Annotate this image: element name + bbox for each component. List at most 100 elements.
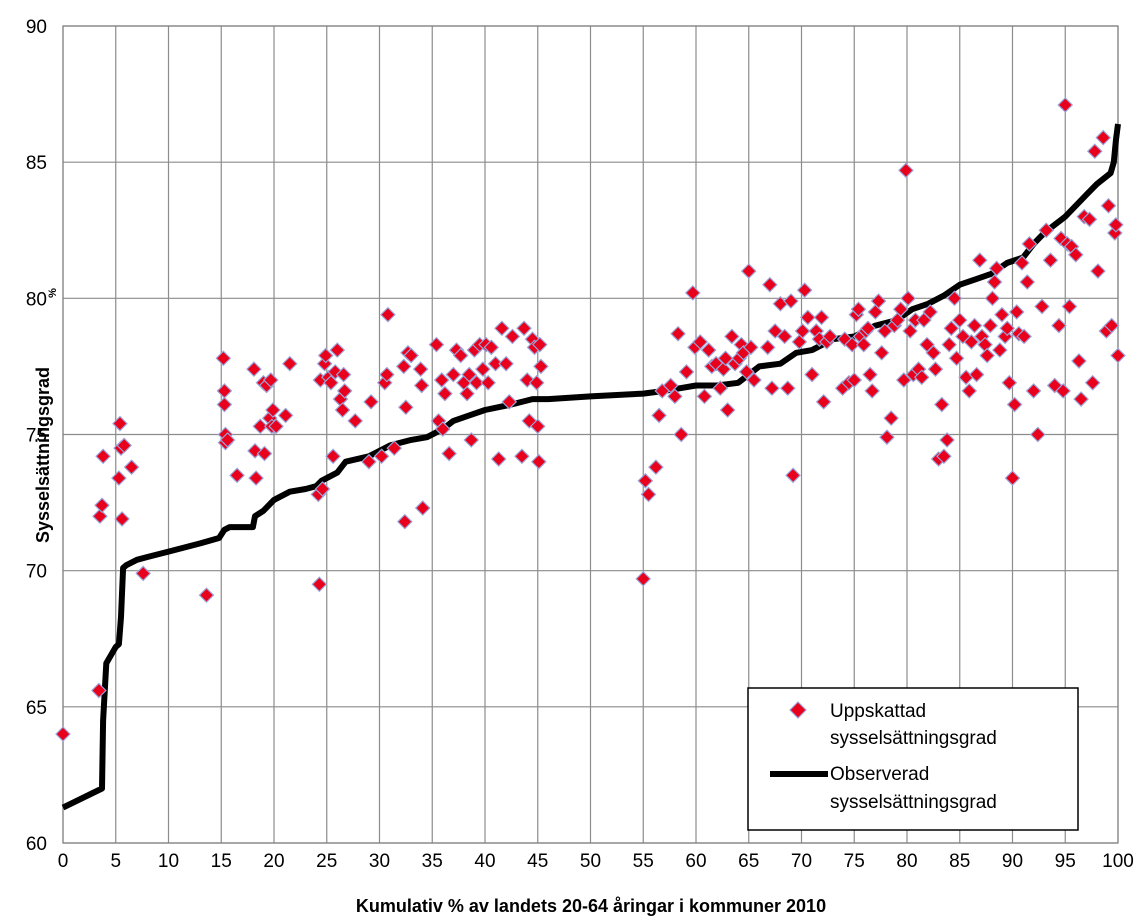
scatter-point-83 bbox=[480, 374, 497, 391]
estimated-scatter-series bbox=[55, 97, 1126, 742]
scatter-point-109 bbox=[667, 388, 683, 405]
scatter-point-212 bbox=[994, 306, 1010, 323]
scatter-point-35 bbox=[311, 576, 328, 593]
y-tick-labels: 60 65 70 75 80 85 90 bbox=[26, 17, 47, 855]
scatter-point-110 bbox=[670, 325, 686, 342]
scatter-point-191 bbox=[939, 432, 955, 448]
scatter-point-86 bbox=[490, 451, 507, 467]
y-axis-title: Sysselsättningsgrad bbox=[33, 367, 53, 543]
scatter-point-169 bbox=[876, 323, 893, 339]
scatter-point-112 bbox=[678, 364, 695, 380]
scatter-point-87 bbox=[494, 320, 510, 337]
scatter-point-189 bbox=[933, 396, 950, 413]
scatter-point-232 bbox=[1055, 383, 1071, 399]
scatter-point-67 bbox=[433, 372, 450, 388]
scatter-point-61 bbox=[403, 347, 419, 364]
scatter-point-157 bbox=[846, 372, 863, 388]
scatter-point-0 bbox=[55, 726, 71, 742]
scatter-point-68 bbox=[434, 421, 451, 437]
scatter-point-144 bbox=[796, 282, 813, 299]
scatter-point-216 bbox=[1004, 470, 1021, 486]
scatter-point-141 bbox=[785, 467, 801, 484]
scatter-point-42 bbox=[325, 448, 341, 465]
scatter-point-202 bbox=[968, 366, 985, 383]
scatter-point-101 bbox=[533, 358, 549, 375]
scatter-point-217 bbox=[1006, 396, 1023, 413]
x-tick-label-13: 65 bbox=[738, 851, 759, 872]
scatter-point-123 bbox=[719, 402, 736, 418]
x-tick-label-14: 70 bbox=[791, 851, 812, 872]
scatter-point-129 bbox=[738, 364, 755, 380]
scatter-point-133 bbox=[759, 339, 776, 356]
scatter-point-200 bbox=[963, 334, 980, 350]
scatter-point-135 bbox=[764, 380, 780, 397]
x-tick-label-9: 45 bbox=[527, 851, 548, 872]
scatter-point-168 bbox=[873, 344, 890, 361]
scatter-point-171 bbox=[883, 410, 900, 427]
scatter-point-187 bbox=[927, 361, 944, 377]
scatter-point-196 bbox=[951, 312, 968, 328]
scatter-point-206 bbox=[979, 347, 996, 364]
scatter-point-19 bbox=[229, 467, 245, 484]
scatter-point-73 bbox=[452, 347, 469, 364]
scatter-point-18 bbox=[219, 432, 236, 448]
scatter-point-165 bbox=[864, 383, 881, 399]
scatter-point-138 bbox=[776, 328, 793, 345]
scatter-point-49 bbox=[347, 413, 364, 429]
scatter-point-55 bbox=[380, 306, 396, 323]
x-tick-label-19: 95 bbox=[1055, 851, 1076, 872]
scatter-point-22 bbox=[248, 470, 264, 486]
scatter-point-124 bbox=[724, 328, 740, 345]
scatter-point-58 bbox=[396, 513, 413, 530]
scatter-point-99 bbox=[530, 453, 547, 470]
scatter-point-233 bbox=[1057, 97, 1074, 113]
scatter-point-244 bbox=[1090, 263, 1106, 279]
scatter-point-218 bbox=[1008, 304, 1025, 320]
y-tick-label-3: 75 bbox=[26, 426, 47, 447]
scatter-point-175 bbox=[895, 372, 912, 388]
scatter-point-251 bbox=[1110, 347, 1126, 364]
scatter-point-100 bbox=[532, 336, 548, 353]
scatter-point-54 bbox=[379, 366, 395, 383]
scatter-point-178 bbox=[902, 323, 919, 339]
scatter-point-20 bbox=[246, 361, 262, 377]
scatter-point-149 bbox=[813, 309, 830, 326]
scatter-point-190 bbox=[936, 448, 952, 465]
scatter-point-221 bbox=[1016, 328, 1032, 345]
x-tick-label-8: 40 bbox=[474, 851, 495, 872]
scatter-point-63 bbox=[413, 377, 430, 394]
scatter-point-97 bbox=[528, 374, 545, 391]
x-tick-label-12: 60 bbox=[685, 851, 706, 872]
scatter-point-208 bbox=[984, 290, 1001, 307]
scatter-point-132 bbox=[746, 372, 762, 388]
legend-marker-estimated bbox=[789, 701, 807, 719]
scatter-point-121 bbox=[715, 361, 732, 377]
scatter-point-140 bbox=[783, 293, 799, 309]
scatter-point-225 bbox=[1029, 426, 1046, 443]
scatter-point-9 bbox=[116, 437, 133, 454]
x-tick-label-6: 30 bbox=[369, 851, 390, 872]
scatter-point-195 bbox=[948, 350, 965, 367]
scatter-point-25 bbox=[256, 445, 273, 462]
scatter-point-8 bbox=[114, 511, 130, 527]
scatter-point-115 bbox=[692, 334, 709, 350]
scatter-point-14 bbox=[216, 383, 233, 399]
x-tick-label-1: 5 bbox=[110, 851, 121, 872]
scatter-point-209 bbox=[986, 274, 1003, 290]
legend-label-estimated-line1: Uppskattad bbox=[830, 701, 926, 722]
scatter-point-230 bbox=[1051, 317, 1067, 334]
scatter-point-38 bbox=[316, 355, 333, 372]
scatter-point-2 bbox=[92, 508, 108, 525]
scatter-point-176 bbox=[898, 162, 914, 179]
scatter-point-57 bbox=[395, 358, 412, 375]
scatter-point-88 bbox=[498, 355, 514, 372]
scatter-point-33 bbox=[281, 355, 298, 372]
scatter-point-111 bbox=[673, 426, 690, 443]
scatter-point-31 bbox=[268, 418, 284, 435]
scatter-point-120 bbox=[712, 380, 729, 397]
scatter-point-214 bbox=[999, 320, 1016, 337]
scatter-point-13 bbox=[215, 350, 232, 367]
scatter-point-59 bbox=[398, 399, 414, 416]
scatter-point-186 bbox=[925, 344, 942, 361]
scatter-point-62 bbox=[412, 361, 429, 377]
